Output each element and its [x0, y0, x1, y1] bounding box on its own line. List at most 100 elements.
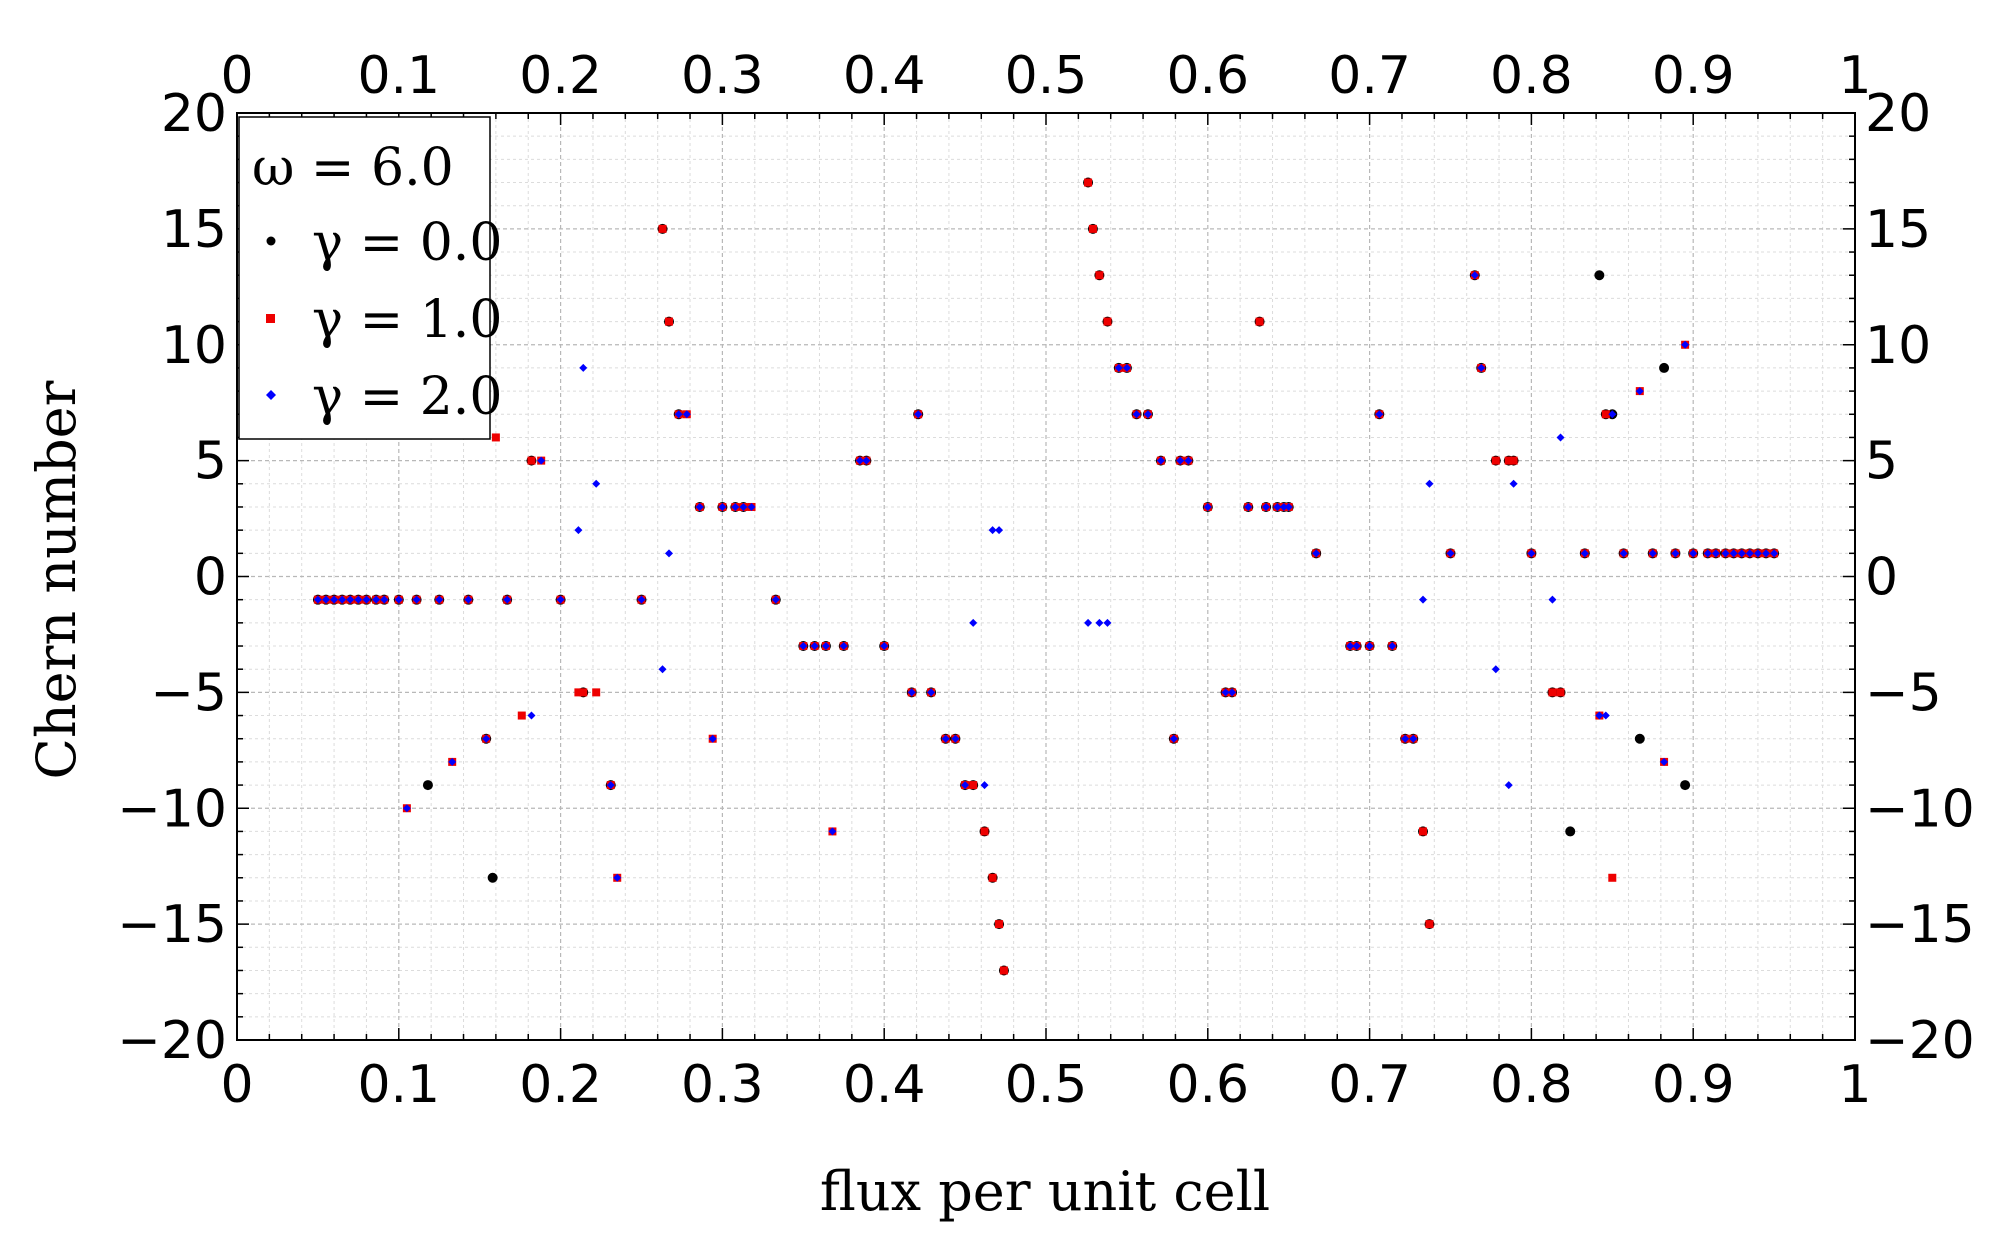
data-point — [1284, 502, 1293, 511]
y-tick-label-right: −5 — [1865, 663, 1942, 723]
data-point — [1084, 178, 1093, 187]
data-point — [527, 711, 536, 720]
data-point — [1221, 688, 1230, 697]
data-point — [1095, 271, 1104, 280]
data-point — [1648, 549, 1657, 558]
data-point — [665, 549, 674, 558]
data-point — [880, 642, 889, 651]
data-point — [613, 873, 622, 882]
legend-title: ω = 6.0 — [252, 138, 454, 198]
data-point — [579, 688, 588, 697]
data-point — [394, 595, 403, 604]
data-point — [1601, 410, 1610, 419]
data-point — [330, 595, 339, 604]
x-tick-label-bottom: 0.7 — [1328, 1055, 1411, 1115]
data-point — [941, 734, 950, 743]
x-tick-label-top: 0 — [220, 46, 253, 106]
data-point — [980, 781, 989, 790]
legend-box — [238, 116, 491, 440]
data-point — [1594, 270, 1605, 281]
data-point — [1418, 827, 1427, 836]
axis-ticks — [236, 112, 1856, 1041]
data-point — [731, 502, 740, 511]
tick-labels: 0 0 0.1 0.1 0.2 0.2 0.3 0.3 0.4 0.4 0.5 0.5 0.6 0.6 0.… — [117, 46, 1975, 1115]
data-point — [658, 224, 667, 233]
data-point — [380, 595, 389, 604]
data-point — [354, 595, 363, 604]
series-gamma-2 — [313, 271, 1779, 882]
y-tick-label-right: 0 — [1865, 548, 1898, 608]
data-point — [1088, 224, 1097, 233]
data-point — [1770, 549, 1779, 558]
y-axis-title: Chern number — [25, 380, 88, 779]
data-point — [1491, 665, 1500, 674]
data-point — [1132, 410, 1141, 419]
y-tick-label-right: 20 — [1865, 84, 1931, 144]
x-tick-label-bottom: 0.3 — [681, 1055, 764, 1115]
data-point — [810, 642, 819, 651]
data-point — [695, 502, 704, 511]
data-point — [1659, 362, 1670, 373]
data-point — [999, 966, 1008, 975]
data-point — [914, 410, 923, 419]
data-point — [839, 642, 848, 651]
data-point — [969, 618, 978, 627]
data-point — [1711, 549, 1720, 558]
data-point — [682, 410, 691, 419]
data-point — [422, 780, 433, 791]
data-point — [1184, 456, 1193, 465]
data-point — [1388, 642, 1397, 651]
data-point — [1122, 363, 1131, 372]
data-point — [1745, 549, 1754, 558]
data-point — [665, 317, 674, 326]
data-point — [592, 688, 601, 697]
x-tick-label-bottom: 0.5 — [1005, 1055, 1088, 1115]
data-point — [821, 642, 830, 651]
data-point — [448, 757, 457, 766]
data-point — [517, 711, 526, 720]
x-tick-label-bottom: 0 — [220, 1055, 253, 1115]
y-tick-label-left: −20 — [117, 1011, 227, 1071]
data-point — [1425, 479, 1434, 488]
data-point — [592, 479, 601, 488]
data-point — [907, 688, 916, 697]
data-point — [1470, 271, 1479, 280]
data-point — [1509, 479, 1518, 488]
y-tick-label-left: 10 — [161, 316, 227, 376]
data-point — [855, 456, 864, 465]
data-point — [995, 920, 1004, 929]
data-point — [491, 433, 500, 442]
x-tick-label-bottom: 0.9 — [1652, 1055, 1735, 1115]
data-point — [372, 595, 381, 604]
data-point — [1203, 502, 1212, 511]
legend-marker-gamma-2 — [266, 390, 276, 400]
data-point — [988, 526, 997, 535]
legend-marker-gamma-1 — [266, 314, 275, 323]
x-tick-label-top: 0.3 — [681, 46, 764, 106]
x-tick-label-top: 0.4 — [843, 46, 926, 106]
y-tick-label-right: −20 — [1865, 1011, 1975, 1071]
legend-entry-gamma-2: γ = 2.0 — [312, 367, 502, 427]
x-tick-label-top: 1 — [1838, 46, 1871, 106]
y-tick-label-left: 5 — [194, 432, 227, 492]
data-point — [338, 595, 347, 604]
data-point — [674, 410, 683, 419]
data-point — [988, 873, 997, 882]
x-tick-label-top: 0.8 — [1490, 46, 1573, 106]
data-point — [1595, 711, 1604, 720]
data-point — [435, 595, 444, 604]
data-point — [1504, 456, 1513, 465]
data-point — [1425, 920, 1434, 929]
legend-entry-gamma-0: γ = 0.0 — [312, 213, 502, 273]
data-point — [1753, 549, 1762, 558]
data-point — [1509, 456, 1518, 465]
data-point — [537, 456, 546, 465]
data-point — [862, 456, 871, 465]
data-point — [606, 781, 615, 790]
data-points — [312, 177, 1780, 976]
data-point — [995, 526, 1004, 535]
data-point — [1491, 456, 1500, 465]
data-point — [1680, 780, 1691, 791]
data-point — [1556, 433, 1565, 442]
